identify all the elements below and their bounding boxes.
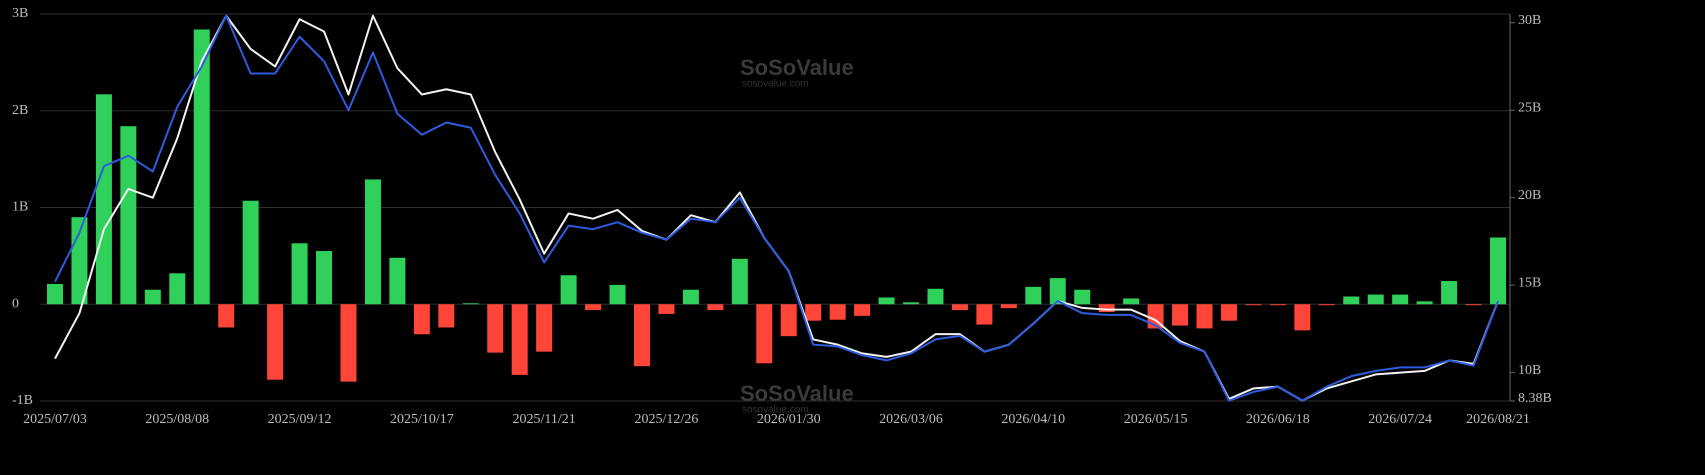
bar	[609, 284, 626, 305]
x-tick-label: 2026/06/18	[1246, 412, 1310, 427]
x-tick-label: 2026/01/30	[757, 412, 821, 427]
bar	[756, 304, 773, 364]
bar	[633, 304, 650, 367]
bar	[1416, 301, 1433, 305]
bar	[1123, 298, 1140, 305]
bar	[267, 304, 284, 380]
watermark-url: sosovalue.com	[742, 79, 809, 90]
bar	[903, 302, 920, 305]
bar	[47, 283, 63, 305]
bar	[731, 258, 748, 305]
bar	[438, 304, 455, 328]
y-tick-label: -1B	[12, 393, 33, 408]
bar	[536, 304, 553, 352]
x-tick-label: 2026/04/10	[1001, 412, 1065, 427]
x-tick-label: 2025/09/12	[268, 412, 332, 427]
bar	[462, 303, 479, 305]
bar	[487, 304, 504, 353]
bar	[1441, 281, 1458, 305]
bar	[1490, 237, 1506, 305]
bar	[511, 304, 528, 375]
bar	[120, 126, 137, 305]
line-series	[54, 14, 1499, 402]
bar	[658, 304, 675, 314]
bar	[193, 29, 210, 305]
y2-tick-label: 15B	[1518, 275, 1541, 290]
x-tick-label: 2025/10/17	[390, 412, 454, 427]
bar	[805, 304, 822, 321]
bar	[242, 200, 259, 305]
x-tick-label: 2026/03/06	[879, 412, 943, 427]
bar	[682, 289, 699, 305]
bar	[829, 304, 846, 320]
x-tick-label: 2025/08/08	[145, 412, 209, 427]
y2-tick-label: 8.38B	[1518, 391, 1552, 406]
bar	[780, 304, 797, 337]
bar	[854, 304, 871, 316]
bar	[1245, 304, 1262, 306]
bar	[1343, 296, 1360, 305]
bar	[144, 289, 161, 305]
x-tick-label: 2026/07/24	[1368, 412, 1432, 427]
bar	[389, 257, 406, 305]
bar	[878, 297, 895, 305]
bar	[1367, 294, 1384, 305]
y-tick-label: 2B	[12, 103, 28, 118]
bar	[976, 304, 993, 325]
bar	[316, 251, 333, 305]
bar	[1318, 304, 1335, 306]
bar	[364, 179, 381, 305]
x-tick-label: 2025/07/03	[23, 412, 87, 427]
y2-tick-label: 25B	[1518, 100, 1541, 115]
bar	[1025, 286, 1042, 305]
bar	[1098, 304, 1115, 312]
y2-tick-label: 10B	[1518, 363, 1541, 378]
bar	[340, 304, 357, 382]
bar	[413, 304, 430, 335]
bar	[169, 273, 186, 305]
bar	[1000, 304, 1017, 309]
bar	[560, 275, 577, 305]
bar	[1465, 304, 1482, 306]
y2-tick-label: 30B	[1518, 13, 1541, 28]
bar	[1196, 304, 1213, 329]
bar	[1220, 304, 1237, 321]
bar	[1074, 289, 1091, 305]
x-tick-label: 2026/08/21	[1466, 412, 1530, 427]
y-tick-label: 3B	[12, 6, 28, 21]
watermark: SoSoValue	[740, 381, 854, 406]
bar	[1392, 294, 1409, 305]
bar	[951, 304, 968, 311]
y2-tick-label: 20B	[1518, 188, 1541, 203]
bar	[1269, 304, 1286, 306]
bar	[707, 304, 724, 311]
x-tick-label: 2025/11/21	[513, 412, 576, 427]
x-tick-label: 2026/05/15	[1124, 412, 1188, 427]
y-tick-label: 1B	[12, 200, 28, 215]
bar	[1294, 304, 1311, 331]
bar	[927, 288, 944, 305]
bar	[291, 243, 308, 305]
bar	[1172, 304, 1189, 326]
y-tick-label: 0	[12, 296, 19, 311]
x-tick-label: 2025/12/26	[635, 412, 699, 427]
bar	[95, 94, 112, 305]
bar	[1049, 278, 1066, 305]
watermark: SoSoValue	[740, 55, 854, 80]
bar	[218, 304, 235, 328]
watermark-url: sosovalue.com	[742, 405, 809, 416]
bar	[585, 304, 602, 311]
